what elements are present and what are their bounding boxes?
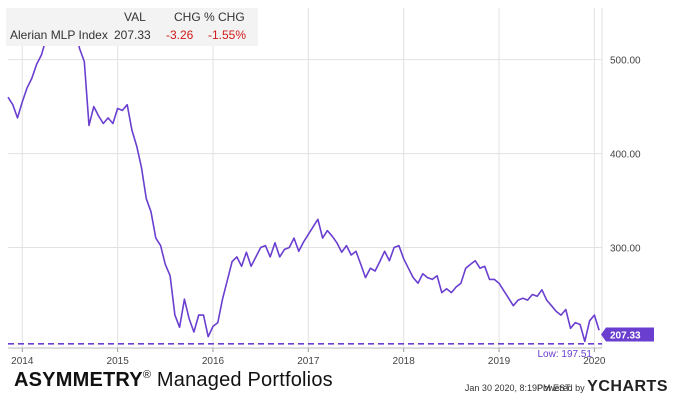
chart-series <box>7 23 600 343</box>
powered-by: Powered by YCHARTS <box>537 378 668 396</box>
y-tick-label: 400.00 <box>610 150 641 161</box>
low-reference-label: Low: 197.51 <box>538 349 593 360</box>
x-tick-label: 2020 <box>583 356 606 367</box>
x-tick-label: 2017 <box>297 356 320 367</box>
y-tick-label: 500.00 <box>610 56 641 67</box>
chart-annotations: Low: 197.51 207.33 <box>8 327 654 360</box>
x-tick-label: 2019 <box>488 356 511 367</box>
last-value-badge <box>601 327 654 342</box>
value-cell: 207.33 <box>114 28 151 42</box>
pct-change-cell: -1.55% <box>208 28 247 42</box>
provider-logo: YCHARTS <box>587 378 668 395</box>
registered-mark: ® <box>142 369 152 381</box>
x-tick-label: 2016 <box>202 356 225 367</box>
timestamp: Jan 30 2020, 8:19PM EST. <box>464 383 572 393</box>
series-name: Alerian MLP Index <box>10 28 108 42</box>
x-tick-label: 2014 <box>11 356 34 367</box>
brand-title: ASYMMETRY® Managed Portfolios <box>14 369 333 392</box>
header-chg: CHG <box>174 10 201 24</box>
last-value-label: 207.33 <box>610 331 641 342</box>
chart-axes: 300.00 400.00 500.00 2014 2015 2016 2017 2018 20… <box>8 8 641 367</box>
series-line <box>7 23 600 343</box>
brand-name: ASYMMETRY <box>14 369 143 391</box>
change-cell: -3.26 <box>166 28 194 42</box>
header-pct-chg: % CHG <box>204 10 245 24</box>
x-tick-label: 2018 <box>393 356 416 367</box>
chart-grid <box>8 8 602 348</box>
x-tick-label: 2015 <box>107 356 130 367</box>
brand-subtitle: Managed Portfolios <box>151 369 333 391</box>
powered-by-label: Powered by <box>537 383 585 393</box>
y-tick-label: 300.00 <box>610 244 641 255</box>
legend-table: VAL CHG % CHG Alerian MLP Index 207.33 -… <box>6 8 258 46</box>
header-val: VAL <box>124 10 146 24</box>
